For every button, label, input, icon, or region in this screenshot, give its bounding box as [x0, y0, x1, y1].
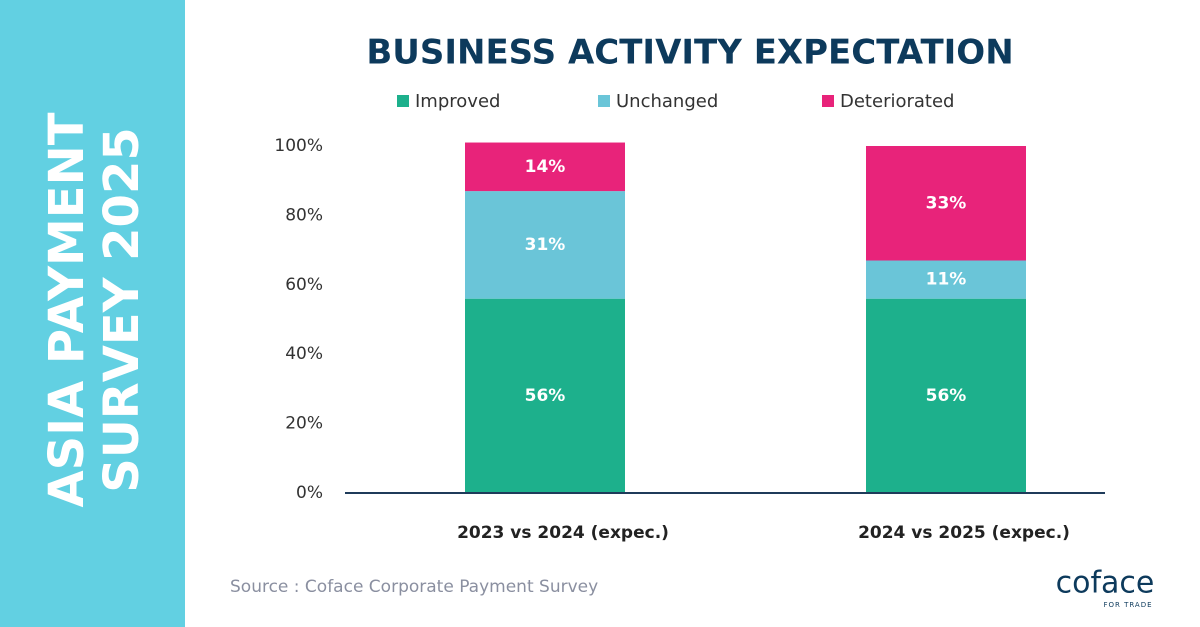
y-tick-label: 60% — [285, 275, 323, 295]
chart-title: BUSINESS ACTIVITY EXPECTATION — [366, 33, 1013, 73]
source: Source : Coface Corporate Payment Survey — [230, 577, 598, 597]
legend-swatch — [397, 95, 409, 107]
x-tick-label: 2023 vs 2024 (expec.) — [457, 523, 669, 543]
sidebar — [0, 0, 185, 627]
data-label: 11% — [926, 270, 967, 290]
legend-swatch — [598, 95, 610, 107]
sidebar-title: ASIA PAYMENT — [39, 112, 95, 507]
bar-segment — [465, 142, 625, 192]
y-tick-label: 20% — [285, 414, 323, 434]
bar-segment — [866, 260, 1026, 299]
data-label: 56% — [525, 386, 566, 406]
bar-segment — [465, 298, 625, 493]
bar-segment — [866, 146, 1026, 261]
data-label: 33% — [926, 193, 967, 213]
bar-segment — [465, 191, 625, 299]
legend-label: Deteriorated — [840, 91, 954, 112]
legend-swatch — [822, 95, 834, 107]
y-tick-label: 40% — [285, 344, 323, 364]
y-tick-label: 80% — [285, 205, 323, 225]
data-label: 56% — [926, 386, 967, 406]
data-label: 14% — [525, 157, 566, 177]
logo-tagline: FOR TRADE — [1103, 601, 1152, 609]
sidebar-title: SURVEY 2025 — [94, 127, 150, 493]
bar-segment — [866, 298, 1026, 493]
legend-label: Improved — [415, 91, 500, 112]
y-tick-label: 100% — [274, 136, 323, 156]
data-label: 31% — [525, 235, 566, 255]
logo: coface — [1056, 566, 1155, 601]
y-tick-label: 0% — [296, 483, 323, 503]
x-tick-label: 2024 vs 2025 (expec.) — [858, 523, 1070, 543]
legend-label: Unchanged — [616, 91, 718, 112]
